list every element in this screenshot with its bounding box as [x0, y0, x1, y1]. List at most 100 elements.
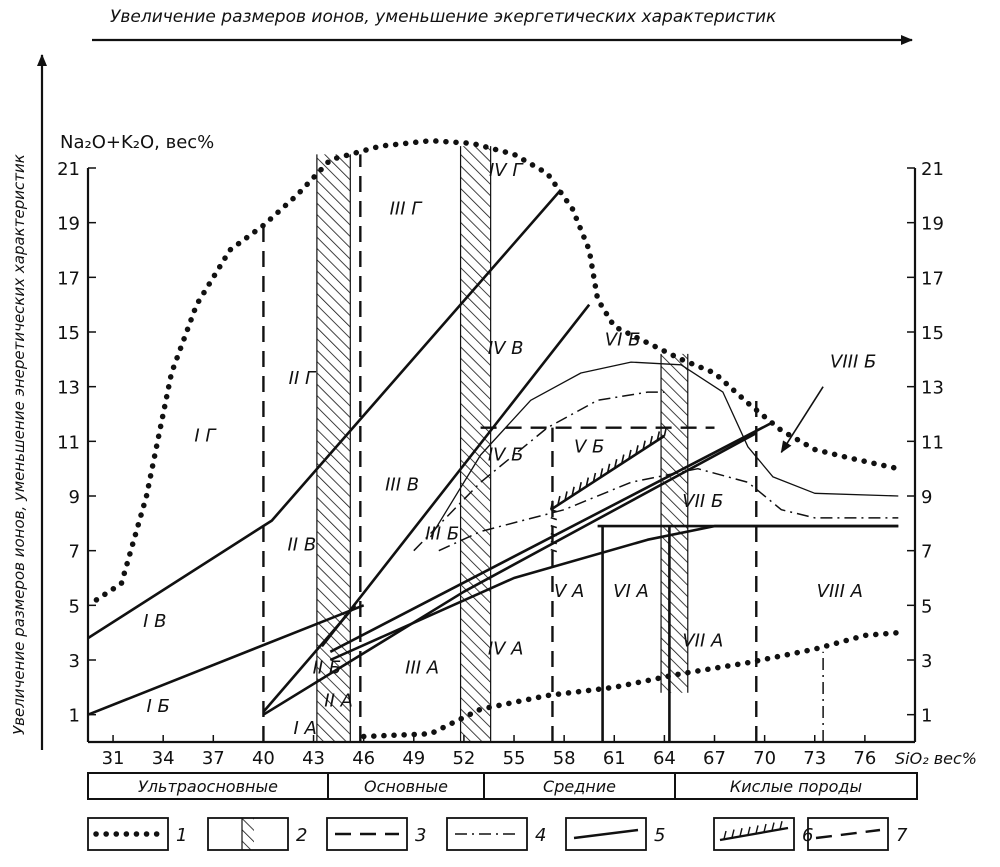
y-tick-label-left: 21 — [57, 159, 80, 180]
region-label: III В — [385, 475, 419, 496]
x-tick-label: 58 — [553, 748, 576, 769]
y-tick-label-left: 1 — [69, 706, 80, 727]
legend-swatch — [723, 830, 727, 840]
y-tick-label-right: 19 — [921, 214, 944, 235]
hachure-tick — [585, 477, 590, 487]
y-tick-label-left: 13 — [57, 378, 80, 399]
legend-label: 2 — [296, 825, 307, 846]
region-label: II В — [288, 535, 317, 556]
x-tick-label: 61 — [603, 748, 626, 769]
legend-item-7: 7 — [807, 817, 908, 851]
left-arrow-label: Увеличение размеров ионов, уменьшение эн… — [10, 154, 28, 735]
x-tick-label: 55 — [503, 748, 526, 769]
x-tick-label: 70 — [753, 748, 776, 769]
legend-swatch — [763, 823, 767, 833]
rock-class-label: Кислые породы — [730, 777, 862, 796]
hachure-tick — [550, 540, 558, 545]
region-label: III Г — [390, 198, 424, 219]
rock-class-label: Средние — [543, 777, 616, 796]
plot-lines — [87, 137, 902, 742]
x-tick-label: 43 — [302, 748, 325, 769]
hachure-tick — [578, 482, 582, 492]
hachure-tick — [663, 426, 668, 437]
region-label: I А — [294, 718, 317, 739]
legend-box — [446, 817, 528, 851]
hachure-tick — [613, 458, 618, 469]
y-tick-label-left: 15 — [57, 323, 80, 344]
hachure-tick — [599, 468, 604, 478]
legend-swatch — [242, 818, 254, 850]
y-tick-label-right: 5 — [921, 596, 932, 617]
hachure-tick — [564, 491, 568, 501]
y-tick-label-right: 11 — [921, 432, 944, 453]
region-label: III Б — [425, 524, 459, 545]
hachure-tick — [649, 435, 653, 446]
y-tick-label-right: 13 — [921, 378, 944, 399]
region-label: III А — [405, 658, 439, 679]
y-tick-label-left: 11 — [57, 432, 80, 453]
y-tick-label-left: 5 — [69, 596, 80, 617]
legend-swatch — [573, 828, 639, 840]
hachure-tick — [635, 445, 639, 455]
legend-swatch — [747, 826, 751, 835]
region-label: V Б — [574, 436, 604, 457]
y-tick-label-right: 9 — [921, 487, 932, 508]
region-label: II А — [324, 690, 353, 711]
legend-swatch — [739, 828, 743, 837]
region-label: IV В — [488, 338, 524, 359]
rock-class-label: Ультраосновные — [138, 777, 278, 796]
hatched-band — [460, 146, 491, 743]
series-line-solid — [320, 303, 591, 648]
legend-item-6: 6 — [713, 817, 813, 851]
rock-class-label: Основные — [364, 777, 448, 796]
x-tick-label: 37 — [202, 748, 225, 769]
legend-swatch — [755, 825, 759, 834]
x-tick-label: 34 — [152, 748, 175, 769]
legend-box — [807, 817, 889, 851]
y-tick-label-right: 1 — [921, 706, 932, 727]
region-label: IV А — [488, 639, 524, 660]
rock-class-bar: Ультраосновные Основные Средние Кислые поро… — [87, 772, 918, 800]
x-tick-label: 64 — [653, 748, 676, 769]
hachure-tick — [606, 463, 611, 473]
series-line-dotted — [360, 629, 902, 740]
y-tick-label-left: 17 — [57, 268, 80, 289]
region-label: V А — [554, 581, 584, 602]
hachure-tick — [621, 454, 625, 464]
region-label: VIII А — [817, 581, 863, 602]
legend-label: 1 — [176, 825, 187, 846]
y-tick-label-right: 21 — [921, 159, 944, 180]
rock-bar-frame — [87, 772, 918, 800]
hachure-tick — [571, 486, 575, 497]
legend-item-5: 5 — [565, 817, 665, 851]
series-line-solid — [262, 431, 757, 716]
x-tick-label: 52 — [452, 748, 475, 769]
top-arrow-label: Увеличение размеров ионов, уменьшение эк… — [110, 7, 777, 27]
legend-box — [713, 817, 795, 851]
hachure-tick — [550, 524, 558, 529]
legend-box — [326, 817, 408, 851]
y-tick-label-right: 17 — [921, 268, 944, 289]
series-line-solid — [262, 604, 357, 713]
legend-item-1: 1 — [87, 817, 187, 851]
series-line-dashdot — [413, 391, 665, 552]
region-label: I В — [143, 611, 166, 632]
legend-swatch — [771, 822, 775, 831]
x-axis-label: SiO₂ вес% — [895, 749, 977, 768]
callout-arrow — [780, 386, 824, 454]
region-labels: I Г I В I Б II Г II В II Б II А I А III Г III В II… — [143, 160, 876, 739]
region-label: IV Г — [489, 160, 524, 181]
hachure-tick — [550, 500, 554, 510]
hachure-tick — [550, 532, 558, 537]
legend-item-4: 4 — [446, 817, 546, 851]
x-tick-label: 76 — [853, 748, 876, 769]
region-label: II Г — [289, 368, 317, 389]
hachure-tick — [557, 495, 561, 506]
y-tick-label-left: 19 — [57, 214, 80, 235]
y-axis-label: Na₂O+K₂O, вес% — [60, 132, 214, 153]
y-tick-label-right: 15 — [921, 323, 944, 344]
legend-swatch — [815, 828, 881, 840]
region-label: VII Б — [682, 491, 723, 512]
